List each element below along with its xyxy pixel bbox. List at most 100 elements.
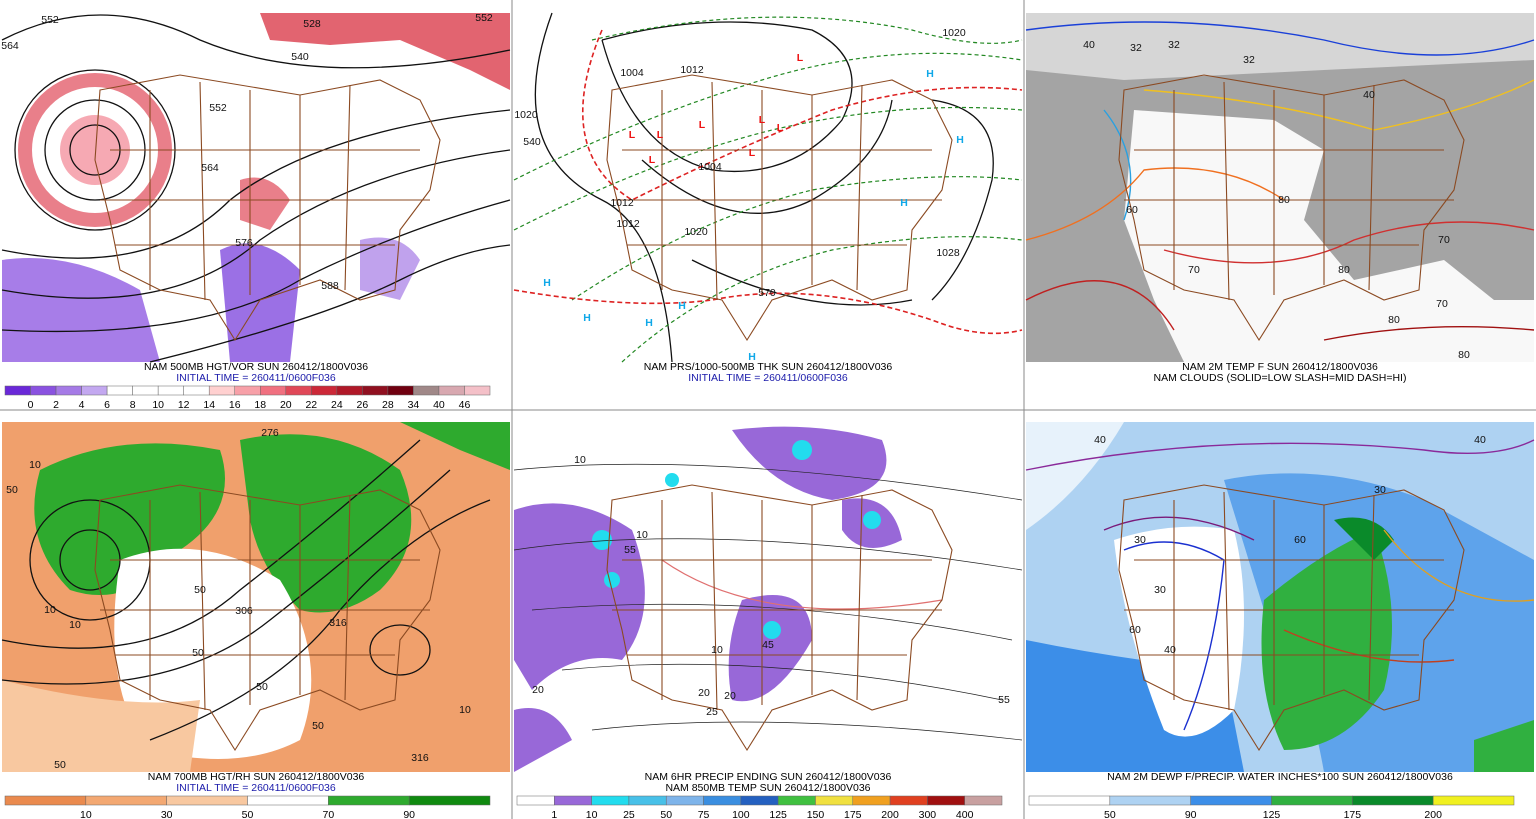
colorbar-label: 22 xyxy=(305,399,317,411)
vorticity-area xyxy=(260,13,510,90)
pressure-center: H xyxy=(956,134,964,146)
contour-label: 1020 xyxy=(514,109,538,121)
contour-label: 570 xyxy=(758,287,776,299)
contour-label: 40 xyxy=(1164,644,1176,656)
colorbar-label: 28 xyxy=(382,399,394,411)
colorbar-label: 8 xyxy=(130,399,136,411)
colorbar-label: 1 xyxy=(551,809,557,819)
colorbar-label: 200 xyxy=(1424,809,1442,819)
contour-label: 1004 xyxy=(620,67,644,79)
colorbar-swatch xyxy=(464,385,491,396)
contour-label: 80 xyxy=(1278,194,1290,206)
contour-label: 1020 xyxy=(942,27,966,39)
pressure-center: H xyxy=(748,351,756,363)
colorbar-swatch xyxy=(1432,795,1515,806)
colorbar-swatch xyxy=(554,795,592,806)
contour-label: 540 xyxy=(291,51,309,63)
colorbar-label: 200 xyxy=(881,809,899,819)
contour-label: 10 xyxy=(459,704,471,716)
colorbar-swatch xyxy=(387,385,414,396)
colorbar-swatch xyxy=(328,795,410,806)
colorbar-label: 175 xyxy=(1344,809,1362,819)
panel-dewpoint xyxy=(1025,422,1535,772)
colorbar-swatch xyxy=(815,795,854,806)
colorbar-label: 90 xyxy=(1185,809,1197,819)
caption: NAM CLOUDS (SOLID=LOW SLASH=MID DASH=HI) xyxy=(1154,372,1407,384)
pressure-center: H xyxy=(926,68,934,80)
contour-label: 276 xyxy=(261,427,279,439)
colorbar-label: 300 xyxy=(919,809,937,819)
contour-label: 30 xyxy=(1154,584,1166,596)
colorbar-label: 6 xyxy=(104,399,110,411)
contour-label: 70 xyxy=(1188,264,1200,276)
contour-label: 60 xyxy=(1294,534,1306,546)
contour-label: 80 xyxy=(1458,349,1470,361)
colorbar-swatch xyxy=(166,795,248,806)
panel-temperature xyxy=(1025,13,1535,362)
precip-area xyxy=(728,595,812,702)
caption: INITIAL TIME = 260411/0600F036 xyxy=(176,372,336,384)
vorticity-negative xyxy=(360,237,420,300)
precip-area xyxy=(514,708,572,772)
contour-label: 1012 xyxy=(680,64,704,76)
colorbar-swatch xyxy=(852,795,891,806)
colorbar-swatch xyxy=(703,795,742,806)
pressure-center: H xyxy=(678,300,686,312)
contour-label: 1004 xyxy=(698,161,722,173)
contour-label: 10 xyxy=(29,459,41,471)
contour-label: 10 xyxy=(44,604,56,616)
contour-label: 50 xyxy=(194,584,206,596)
colorbar-swatch xyxy=(311,385,338,396)
colorbar-swatch xyxy=(408,795,491,806)
contour-label: 316 xyxy=(411,752,429,764)
contour-label: 10 xyxy=(574,454,586,466)
temperature-contours xyxy=(1025,21,1535,341)
vorticity-area xyxy=(240,177,290,230)
colorbar-swatch xyxy=(964,795,1003,806)
contour-label: 552 xyxy=(41,14,59,26)
caption: NAM 850MB TEMP SUN 260412/1800V036 xyxy=(665,782,870,794)
contour-label: 10 xyxy=(711,644,723,656)
colorbar-label: 10 xyxy=(80,809,92,819)
humid-area xyxy=(240,434,412,613)
contour-label: 10 xyxy=(69,619,81,631)
contour-label: 70 xyxy=(1438,234,1450,246)
caption: NAM 2M TEMP F SUN 260412/1800V036 xyxy=(1182,361,1378,373)
dry-area xyxy=(2,680,200,772)
colorbar-label: 25 xyxy=(623,809,635,819)
contour-label: 40 xyxy=(1083,39,1095,51)
contour-label: 576 xyxy=(235,237,253,249)
caption: NAM 6HR PRECIP ENDING SUN 260412/1800V03… xyxy=(645,771,892,783)
precip-water-high xyxy=(1334,517,1394,560)
colorbar-swatch xyxy=(1028,795,1111,806)
contour-label: 588 xyxy=(321,280,339,292)
pressure-center: L xyxy=(649,154,656,166)
colorbar-swatch xyxy=(777,795,816,806)
contour-label: 40 xyxy=(1094,434,1106,446)
contour-label: 40 xyxy=(1474,434,1486,446)
humid-area xyxy=(34,443,226,595)
colorbar-swatch xyxy=(927,795,965,806)
vorticity-negative xyxy=(2,258,160,362)
contour-label: 32 xyxy=(1243,54,1255,66)
caption: NAM 2M DEWP F/PRECIP. WATER INCHES*100 S… xyxy=(1107,771,1453,783)
pressure-contours xyxy=(534,12,994,363)
panel-700mb xyxy=(1,422,510,772)
colorbar-swatch xyxy=(665,795,704,806)
contour-label: 552 xyxy=(209,102,227,114)
pressure-center: H xyxy=(543,277,551,289)
colorbar-label: 150 xyxy=(807,809,825,819)
colorbar-label: 2 xyxy=(53,399,59,411)
colorbar-swatch xyxy=(4,385,31,396)
contour-label: 45 xyxy=(762,639,774,651)
contour-label: 60 xyxy=(1129,624,1141,636)
colorbar-swatch xyxy=(157,385,184,396)
colorbar-swatch xyxy=(85,795,167,806)
colorbar-label: 16 xyxy=(229,399,241,411)
contour-label: 30 xyxy=(1374,484,1386,496)
contour-label: 316 xyxy=(329,617,347,629)
pressure-center: L xyxy=(657,129,664,141)
contour-label: 80 xyxy=(1388,314,1400,326)
colorbar-label: 90 xyxy=(403,809,415,819)
